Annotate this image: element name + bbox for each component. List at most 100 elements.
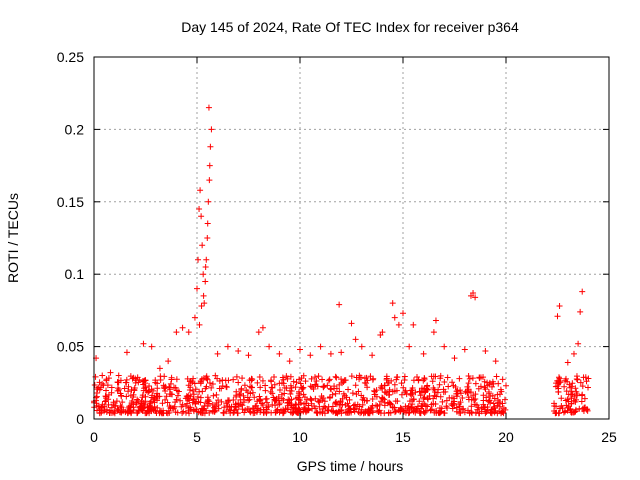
data-point (443, 397, 450, 404)
data-point (424, 382, 431, 389)
data-point (372, 391, 379, 398)
data-point (208, 384, 215, 391)
data-point (214, 350, 221, 357)
data-point (208, 126, 215, 133)
data-point (441, 343, 448, 350)
data-point (558, 395, 565, 402)
data-point (283, 373, 290, 380)
data-point (343, 394, 350, 401)
data-point (308, 375, 315, 382)
data-point (291, 405, 298, 412)
data-point (260, 409, 267, 416)
data-point (249, 405, 256, 412)
data-point (280, 397, 287, 404)
data-point (296, 376, 303, 383)
data-point (311, 374, 318, 381)
data-point (263, 399, 270, 406)
data-point (209, 380, 216, 387)
data-point (100, 382, 107, 389)
data-point (203, 375, 210, 382)
data-point (430, 385, 437, 392)
data-point (266, 343, 273, 350)
data-point (131, 386, 138, 393)
data-point (215, 405, 222, 412)
data-point (178, 403, 185, 410)
data-point (225, 377, 232, 384)
data-point (288, 396, 295, 403)
data-point (449, 402, 456, 409)
data-point (118, 392, 125, 399)
data-point (276, 350, 283, 357)
data-point (107, 369, 114, 376)
data-point (324, 382, 331, 389)
data-point (150, 407, 157, 414)
data-point (329, 391, 336, 398)
data-point (406, 405, 413, 412)
data-point (311, 402, 318, 409)
data-point (103, 409, 110, 416)
data-point (216, 385, 223, 392)
data-point (317, 343, 324, 350)
data-point (192, 386, 199, 393)
data-point (465, 373, 472, 380)
data-point (459, 394, 466, 401)
data-point (198, 303, 205, 310)
data-point (338, 349, 345, 356)
data-point (249, 389, 256, 396)
data-point (485, 398, 492, 405)
data-point (232, 403, 239, 410)
data-point (297, 346, 303, 353)
data-point (355, 388, 362, 395)
data-point (154, 390, 161, 397)
data-point (292, 384, 299, 391)
data-point (320, 384, 327, 391)
data-point (429, 378, 436, 385)
data-point (140, 340, 147, 347)
data-point (240, 399, 247, 406)
data-point (393, 387, 400, 394)
data-point (103, 377, 110, 384)
data-point (117, 403, 124, 410)
data-point (202, 263, 209, 270)
data-point (197, 409, 204, 416)
x-tick-label: 0 (90, 429, 98, 445)
data-point (206, 162, 213, 169)
data-point (348, 373, 355, 380)
data-point (197, 187, 204, 194)
data-point (307, 352, 314, 359)
data-point (577, 308, 584, 315)
data-point (296, 392, 303, 399)
data-point (238, 385, 245, 392)
data-point (316, 399, 323, 406)
data-point (381, 382, 388, 389)
data-point (245, 405, 252, 412)
data-point (256, 393, 263, 400)
data-point (336, 401, 343, 408)
x-tick-label: 5 (193, 429, 201, 445)
data-point (251, 394, 258, 401)
data-point (98, 409, 105, 416)
data-point (201, 300, 208, 307)
data-point (223, 400, 230, 407)
data-point (555, 374, 562, 381)
data-point (241, 382, 248, 389)
data-point (243, 387, 250, 394)
data-point (336, 381, 343, 388)
data-point (200, 271, 207, 278)
data-point (167, 391, 174, 398)
data-point (300, 372, 307, 379)
data-point (151, 395, 158, 402)
data-point (579, 391, 586, 398)
data-point (480, 397, 487, 404)
data-point (142, 398, 149, 405)
data-point (196, 206, 203, 213)
data-point (152, 377, 159, 384)
data-point (280, 376, 287, 383)
y-tick-label: 0.15 (57, 194, 84, 210)
data-point (326, 376, 333, 383)
data-point (573, 373, 580, 380)
data-point (235, 379, 242, 386)
data-point (200, 292, 207, 299)
data-point (494, 391, 501, 398)
data-point (145, 389, 152, 396)
